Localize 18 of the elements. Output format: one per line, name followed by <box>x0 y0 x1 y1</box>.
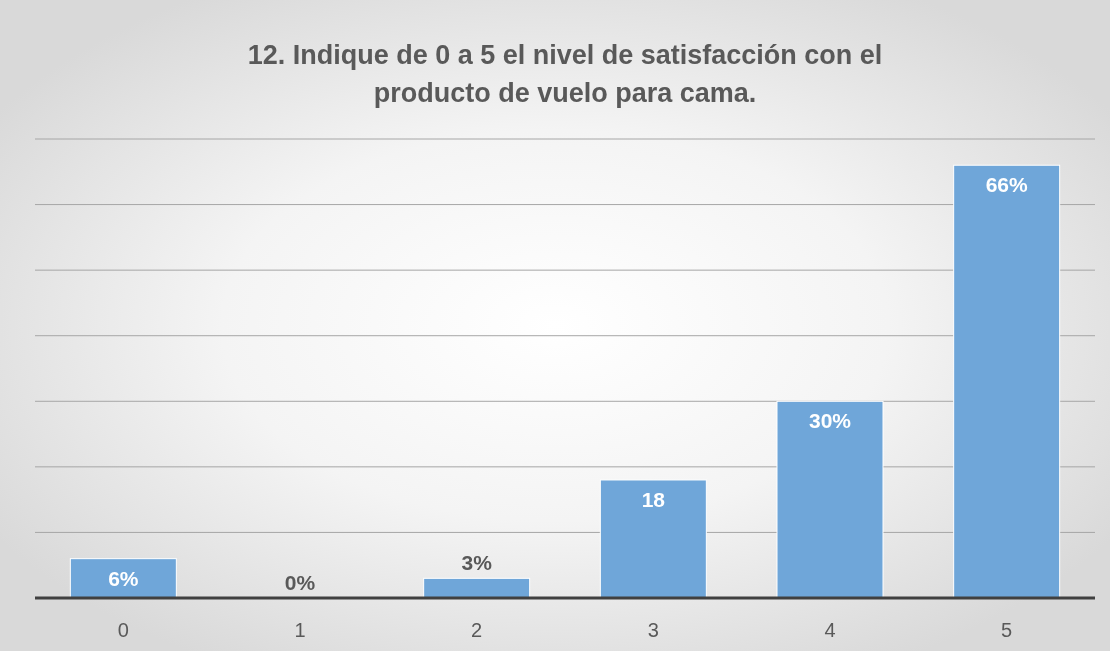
bar <box>599 479 707 599</box>
chart-title: 12. Indique de 0 a 5 el nivel de satisfacción con el producto de vuelo para cama. <box>247 40 883 108</box>
data-label: 30% <box>808 409 852 433</box>
bar <box>776 400 884 599</box>
data-label: 66% <box>985 173 1029 197</box>
data-label: 18 <box>641 487 666 511</box>
bar <box>69 558 177 599</box>
data-label: 3% <box>461 551 493 575</box>
data-label: 0% <box>284 571 316 594</box>
x-tick-label: 1 <box>294 619 306 641</box>
bar <box>953 164 1061 599</box>
x-tick-label: 3 <box>647 619 659 641</box>
x-tick-label: 2 <box>471 619 483 641</box>
x-tick-label: 4 <box>824 619 836 641</box>
x-tick-label: 0 <box>117 619 129 641</box>
bar <box>423 577 531 599</box>
x-tick-label: 5 <box>1001 619 1013 641</box>
data-label: 6% <box>108 566 139 590</box>
